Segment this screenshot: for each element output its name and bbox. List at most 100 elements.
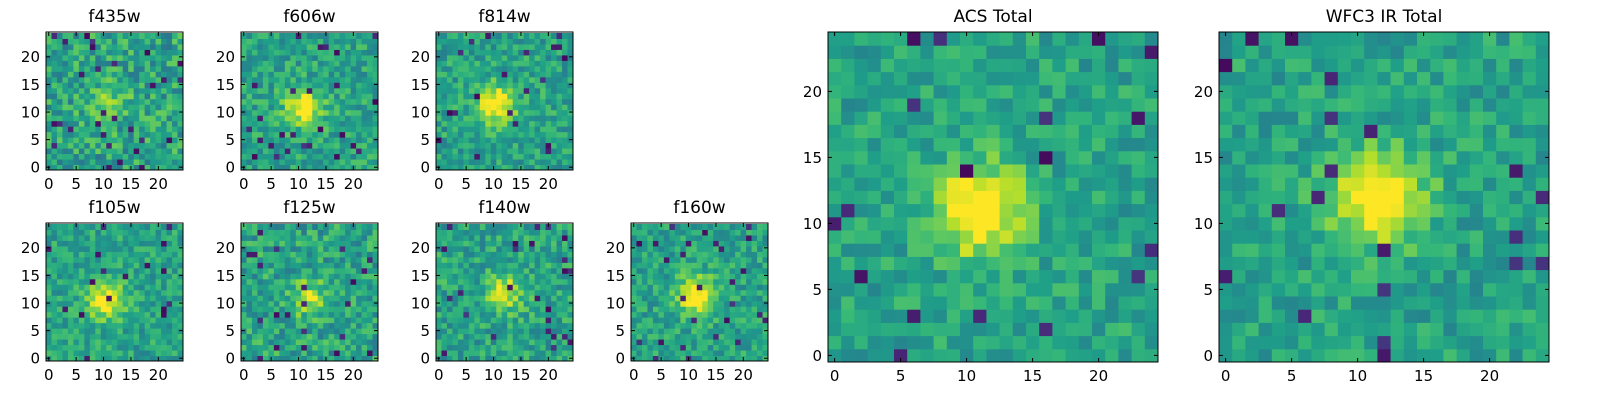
heatmap-cell	[735, 278, 742, 285]
heatmap-cell	[1039, 256, 1053, 271]
heatmap-cell	[696, 306, 703, 313]
heatmap-cell	[67, 159, 74, 166]
heatmap-cell	[323, 159, 330, 166]
heatmap-cell	[463, 333, 470, 340]
heatmap-cell	[290, 109, 297, 116]
heatmap-cell	[117, 245, 124, 252]
heatmap-cell	[306, 245, 313, 252]
heatmap-cell	[468, 344, 475, 351]
heatmap-cell	[556, 65, 563, 72]
heatmap-cell	[496, 164, 503, 171]
heatmap-cell	[273, 328, 280, 335]
heatmap-cell	[641, 350, 648, 357]
heatmap-cell	[540, 131, 547, 138]
heatmap-cell	[128, 229, 135, 236]
heatmap-cell	[155, 344, 162, 351]
heatmap-cell	[334, 333, 341, 340]
heatmap-cell	[529, 54, 536, 61]
heatmap-cell	[106, 333, 113, 340]
heatmap-cell	[652, 317, 659, 324]
heatmap-cell	[372, 104, 379, 111]
heatmap-cell	[155, 234, 162, 241]
heatmap-cell	[312, 350, 319, 357]
heatmap-cell	[290, 344, 297, 351]
heatmap-cell	[262, 164, 269, 171]
heatmap-cell	[372, 43, 379, 50]
heatmap-cell	[685, 262, 692, 269]
heatmap-cell	[512, 273, 519, 280]
heatmap-cell	[512, 49, 519, 56]
heatmap-cell	[290, 148, 297, 155]
heatmap-cell	[669, 289, 676, 296]
heatmap-cell	[729, 256, 736, 263]
heatmap-cell	[562, 224, 569, 230]
heatmap-cell	[518, 273, 525, 280]
heatmap-cell	[946, 164, 961, 178]
heatmap-cell	[367, 54, 374, 61]
heatmap-cell	[122, 126, 129, 133]
heatmap-cell	[523, 38, 530, 45]
heatmap-cell	[133, 306, 140, 313]
heatmap-cell	[551, 289, 558, 296]
heatmap-cell	[328, 49, 335, 56]
heatmap-cell	[463, 350, 470, 357]
heatmap-cell	[696, 333, 703, 340]
heatmap-cell	[67, 262, 74, 269]
heatmap-cell	[496, 115, 503, 122]
heatmap-cell	[534, 333, 541, 340]
heatmap-cell	[973, 203, 987, 218]
heatmap-cell	[501, 65, 508, 72]
heatmap-cell	[78, 245, 85, 252]
heatmap-cell	[312, 153, 319, 160]
heatmap-cell	[95, 267, 102, 274]
heatmap-cell	[100, 87, 107, 94]
heatmap-cell	[144, 328, 151, 335]
heatmap-cell	[62, 262, 69, 269]
heatmap-cell	[562, 82, 569, 89]
heatmap-cell	[518, 65, 525, 72]
heatmap-cell	[534, 38, 541, 45]
heatmap-cell	[46, 278, 52, 285]
heatmap-cell	[345, 98, 352, 105]
heatmap-cell	[155, 109, 162, 116]
heatmap-cell	[523, 33, 530, 39]
heatmap-cell	[100, 60, 107, 67]
heatmap-cell	[51, 65, 58, 72]
heatmap-cell	[479, 71, 486, 78]
heatmap-cell	[51, 87, 58, 94]
heatmap-cell	[46, 350, 52, 357]
heatmap-cell	[735, 229, 742, 236]
heatmap-cell	[518, 278, 525, 285]
heatmap-cell	[100, 98, 107, 105]
heatmap-cell	[51, 240, 58, 247]
heatmap-cell	[172, 49, 179, 56]
heatmap-cell	[490, 82, 497, 89]
heatmap-cell	[339, 126, 346, 133]
heatmap-cell	[111, 131, 118, 138]
heatmap-cell	[95, 317, 102, 324]
heatmap-cell	[751, 339, 758, 346]
heatmap-cell	[122, 289, 129, 296]
heatmap-cell	[696, 322, 703, 329]
heatmap-cell	[334, 289, 341, 296]
heatmap-cell	[441, 311, 448, 318]
heatmap-cell	[512, 98, 519, 105]
heatmap-cell	[545, 87, 552, 94]
heatmap-cell	[323, 311, 330, 318]
heatmap-cell	[452, 234, 459, 241]
heatmap-cell	[345, 245, 352, 252]
heatmap-cell	[457, 109, 464, 116]
heatmap-cell	[84, 317, 91, 324]
heatmap-cell	[518, 333, 525, 340]
heatmap-cell	[155, 267, 162, 274]
heatmap-cell	[139, 311, 146, 318]
heatmap-cell	[729, 295, 736, 302]
heatmap-cell	[111, 126, 118, 133]
heatmap-cell	[446, 120, 453, 127]
heatmap-cell	[707, 229, 714, 236]
heatmap-cell	[78, 159, 85, 166]
heatmap-cell	[301, 76, 308, 83]
heatmap-cell	[56, 245, 63, 252]
heatmap-cell	[669, 267, 676, 274]
heatmap-cell	[518, 229, 525, 236]
